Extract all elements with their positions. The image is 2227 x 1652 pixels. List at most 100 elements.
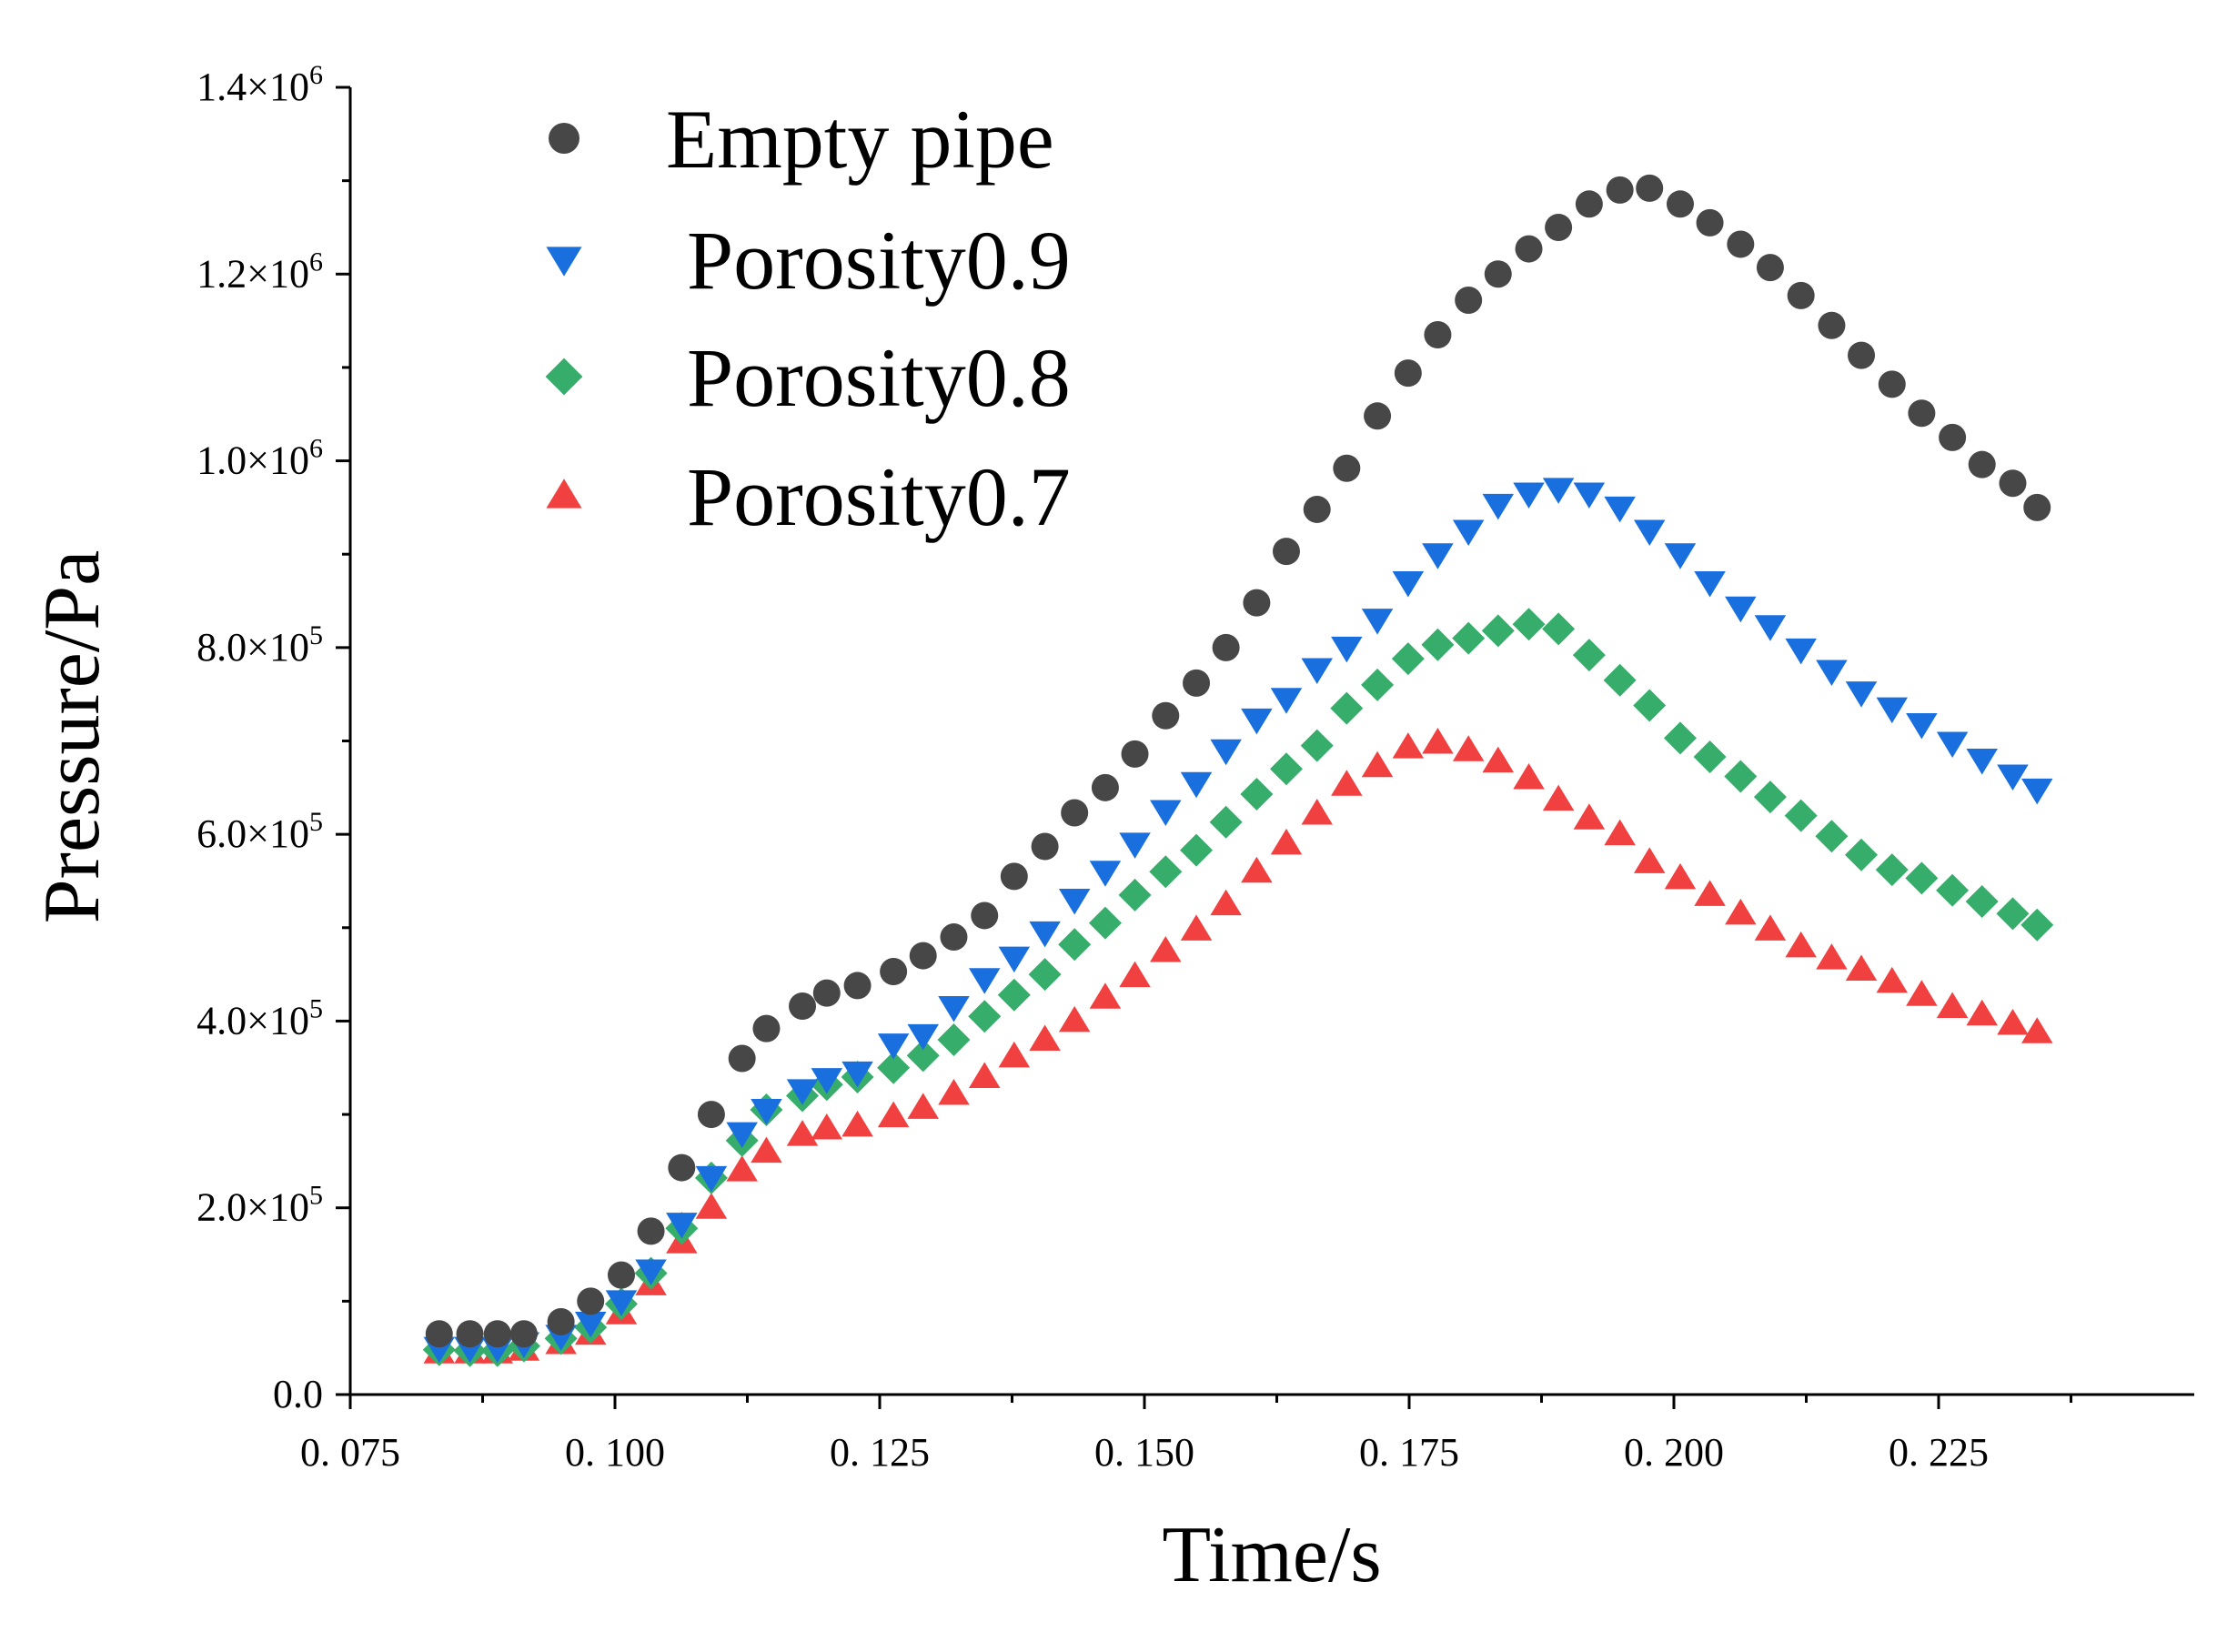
data-point bbox=[547, 1307, 575, 1335]
x-tick-label: 0. 125 bbox=[830, 1430, 930, 1475]
data-point bbox=[1269, 752, 1303, 786]
data-point bbox=[843, 972, 872, 1000]
y-tick-label: 0.0 bbox=[273, 1372, 323, 1416]
data-point bbox=[1515, 235, 1543, 263]
data-point bbox=[1939, 423, 1967, 451]
data-point bbox=[1636, 174, 1664, 202]
data-point bbox=[1848, 341, 1876, 369]
data-point bbox=[695, 1165, 728, 1193]
data-point bbox=[907, 1023, 939, 1051]
data-point bbox=[1845, 838, 1879, 871]
data-point bbox=[1119, 832, 1151, 859]
data-point bbox=[1422, 728, 1454, 754]
data-point bbox=[668, 1153, 696, 1182]
legend-label-2: Porosity0.9 bbox=[666, 214, 1071, 307]
data-point bbox=[1301, 799, 1333, 825]
data-point bbox=[968, 1000, 1002, 1033]
data-point bbox=[1270, 688, 1303, 714]
data-point bbox=[907, 1093, 939, 1119]
y-tick-label: 8.0×105 bbox=[196, 620, 323, 670]
data-point bbox=[1088, 906, 1122, 940]
data-point bbox=[1364, 402, 1392, 430]
data-point bbox=[1604, 496, 1636, 523]
data-point bbox=[1118, 878, 1152, 912]
data-point bbox=[968, 968, 1001, 994]
data-point bbox=[997, 978, 1031, 1012]
data-point bbox=[1664, 543, 1697, 569]
data-point bbox=[1391, 642, 1425, 676]
data-point bbox=[1936, 873, 1970, 907]
data-point bbox=[1180, 771, 1213, 799]
data-point bbox=[1209, 805, 1243, 839]
data-point bbox=[1361, 750, 1394, 778]
data-point bbox=[1693, 740, 1727, 773]
data-point bbox=[1028, 958, 1062, 992]
data-point bbox=[1663, 721, 1697, 755]
data-point bbox=[1575, 190, 1603, 218]
data-point bbox=[1270, 828, 1303, 855]
data-point bbox=[1875, 853, 1909, 887]
data-point bbox=[998, 946, 1031, 973]
data-point bbox=[607, 1261, 635, 1289]
data-point bbox=[1785, 638, 1817, 665]
data-point bbox=[1787, 281, 1815, 309]
x-ticks: 0. 075 0. 100 0. 125 0. 150 0. 175 0. 200 0. 2… bbox=[300, 1395, 2072, 1475]
series-1-points bbox=[425, 174, 2051, 1348]
data-point bbox=[1816, 660, 1848, 687]
data-point bbox=[1455, 287, 1483, 315]
data-point bbox=[1876, 966, 1909, 993]
data-point bbox=[1331, 636, 1363, 663]
data-point bbox=[1603, 663, 1637, 697]
data-point bbox=[877, 1101, 910, 1128]
x-tick-label: 0. 150 bbox=[1094, 1430, 1194, 1475]
data-point bbox=[880, 958, 908, 986]
legend-marker-2 bbox=[546, 247, 582, 277]
y-axis-title: Pressure/Pa bbox=[28, 550, 116, 924]
data-point bbox=[1180, 833, 1214, 867]
data-point bbox=[1785, 931, 1817, 958]
data-point bbox=[1754, 615, 1787, 641]
data-point bbox=[906, 1039, 940, 1073]
data-point bbox=[1633, 847, 1666, 873]
data-point bbox=[1724, 760, 1758, 793]
data-point bbox=[1089, 861, 1122, 887]
data-point bbox=[1330, 691, 1364, 725]
data-point bbox=[1243, 589, 1271, 617]
data-point bbox=[574, 1311, 607, 1338]
data-point bbox=[1513, 763, 1545, 790]
data-point bbox=[1121, 740, 1149, 768]
data-point bbox=[1997, 764, 2029, 791]
data-point bbox=[1845, 954, 1878, 981]
data-point bbox=[1999, 469, 2027, 498]
data-point bbox=[1361, 668, 1395, 701]
data-point bbox=[1753, 781, 1787, 814]
data-point bbox=[786, 1079, 819, 1105]
data-point bbox=[605, 1290, 638, 1316]
data-point bbox=[1816, 943, 1848, 970]
data-point bbox=[1906, 980, 1938, 1006]
data-point bbox=[1604, 819, 1636, 846]
data-point bbox=[786, 1120, 819, 1146]
data-point bbox=[637, 1217, 665, 1245]
data-point bbox=[1210, 889, 1242, 916]
legend-marker-4 bbox=[546, 478, 582, 509]
data-point bbox=[1119, 961, 1151, 988]
data-point bbox=[1392, 571, 1425, 598]
data-point bbox=[1633, 689, 1667, 722]
y-tick-label: 1.0×106 bbox=[196, 434, 323, 483]
legend-marker-1 bbox=[549, 123, 579, 154]
data-point bbox=[1696, 208, 1724, 237]
data-point bbox=[1968, 450, 1996, 478]
data-point bbox=[697, 1101, 725, 1129]
data-point bbox=[841, 1110, 873, 1137]
data-point bbox=[1149, 855, 1183, 889]
data-point bbox=[425, 1320, 453, 1348]
data-point bbox=[1452, 519, 1485, 547]
data-point bbox=[635, 1259, 667, 1285]
y-tick-label: 4.0×105 bbox=[196, 993, 323, 1043]
data-point bbox=[1997, 1009, 2029, 1035]
data-point bbox=[841, 1061, 873, 1088]
data-point bbox=[751, 1136, 782, 1163]
x-tick-label: 0. 200 bbox=[1624, 1430, 1724, 1475]
